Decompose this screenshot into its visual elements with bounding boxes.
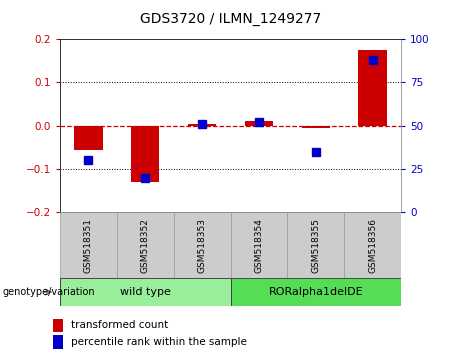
Bar xyxy=(358,50,387,126)
Text: genotype/variation: genotype/variation xyxy=(2,287,95,297)
Bar xyxy=(60,278,230,306)
Text: GSM518351: GSM518351 xyxy=(84,218,93,273)
Bar xyxy=(174,212,230,278)
Bar xyxy=(60,212,117,278)
Text: GDS3720 / ILMN_1249277: GDS3720 / ILMN_1249277 xyxy=(140,12,321,27)
Text: RORalpha1delDE: RORalpha1delDE xyxy=(268,287,363,297)
Text: GSM518355: GSM518355 xyxy=(311,218,320,273)
Bar xyxy=(53,335,63,349)
Bar xyxy=(53,319,63,332)
Text: GSM518354: GSM518354 xyxy=(254,218,263,273)
Text: GSM518353: GSM518353 xyxy=(198,218,207,273)
Bar xyxy=(131,126,160,182)
Bar xyxy=(344,212,401,278)
Bar xyxy=(245,121,273,126)
Text: GSM518352: GSM518352 xyxy=(141,218,150,273)
Bar xyxy=(301,126,330,128)
Bar xyxy=(188,124,216,126)
Text: percentile rank within the sample: percentile rank within the sample xyxy=(71,337,247,347)
Bar xyxy=(230,278,401,306)
Bar xyxy=(230,212,287,278)
Bar xyxy=(117,212,174,278)
Text: wild type: wild type xyxy=(120,287,171,297)
Bar xyxy=(74,126,102,149)
Bar xyxy=(287,212,344,278)
Text: transformed count: transformed count xyxy=(71,320,168,330)
Text: GSM518356: GSM518356 xyxy=(368,218,377,273)
